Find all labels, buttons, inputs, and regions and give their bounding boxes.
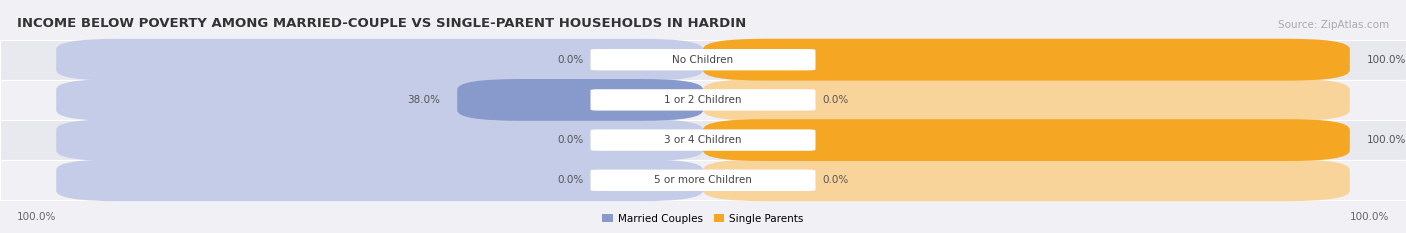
- FancyBboxPatch shape: [56, 39, 703, 81]
- Legend: Married Couples, Single Parents: Married Couples, Single Parents: [599, 209, 807, 228]
- Text: 100.0%: 100.0%: [1350, 212, 1389, 222]
- Text: 38.0%: 38.0%: [408, 95, 440, 105]
- Text: 100.0%: 100.0%: [1367, 135, 1406, 145]
- FancyBboxPatch shape: [703, 39, 1350, 81]
- Text: Source: ZipAtlas.com: Source: ZipAtlas.com: [1278, 20, 1389, 30]
- Text: 5 or more Children: 5 or more Children: [654, 175, 752, 185]
- Text: 0.0%: 0.0%: [823, 175, 849, 185]
- FancyBboxPatch shape: [591, 89, 815, 111]
- Text: 1 or 2 Children: 1 or 2 Children: [664, 95, 742, 105]
- Bar: [0, 80, 1406, 120]
- Text: 0.0%: 0.0%: [823, 95, 849, 105]
- Bar: [0, 40, 1406, 80]
- FancyBboxPatch shape: [703, 119, 1350, 161]
- Bar: [0, 160, 1406, 200]
- FancyBboxPatch shape: [591, 170, 815, 191]
- Bar: [0, 120, 1406, 160]
- Text: No Children: No Children: [672, 55, 734, 65]
- FancyBboxPatch shape: [703, 79, 1350, 121]
- FancyBboxPatch shape: [56, 119, 703, 161]
- Text: 100.0%: 100.0%: [1367, 55, 1406, 65]
- FancyBboxPatch shape: [457, 79, 703, 121]
- FancyBboxPatch shape: [591, 129, 815, 151]
- FancyBboxPatch shape: [56, 159, 703, 201]
- Text: 0.0%: 0.0%: [557, 55, 583, 65]
- FancyBboxPatch shape: [56, 79, 703, 121]
- FancyBboxPatch shape: [703, 159, 1350, 201]
- Text: 0.0%: 0.0%: [557, 135, 583, 145]
- Text: 100.0%: 100.0%: [17, 212, 56, 222]
- Text: 3 or 4 Children: 3 or 4 Children: [664, 135, 742, 145]
- FancyBboxPatch shape: [703, 39, 1350, 81]
- Text: INCOME BELOW POVERTY AMONG MARRIED-COUPLE VS SINGLE-PARENT HOUSEHOLDS IN HARDIN: INCOME BELOW POVERTY AMONG MARRIED-COUPL…: [17, 17, 747, 30]
- Text: 0.0%: 0.0%: [557, 175, 583, 185]
- FancyBboxPatch shape: [703, 119, 1350, 161]
- FancyBboxPatch shape: [591, 49, 815, 70]
